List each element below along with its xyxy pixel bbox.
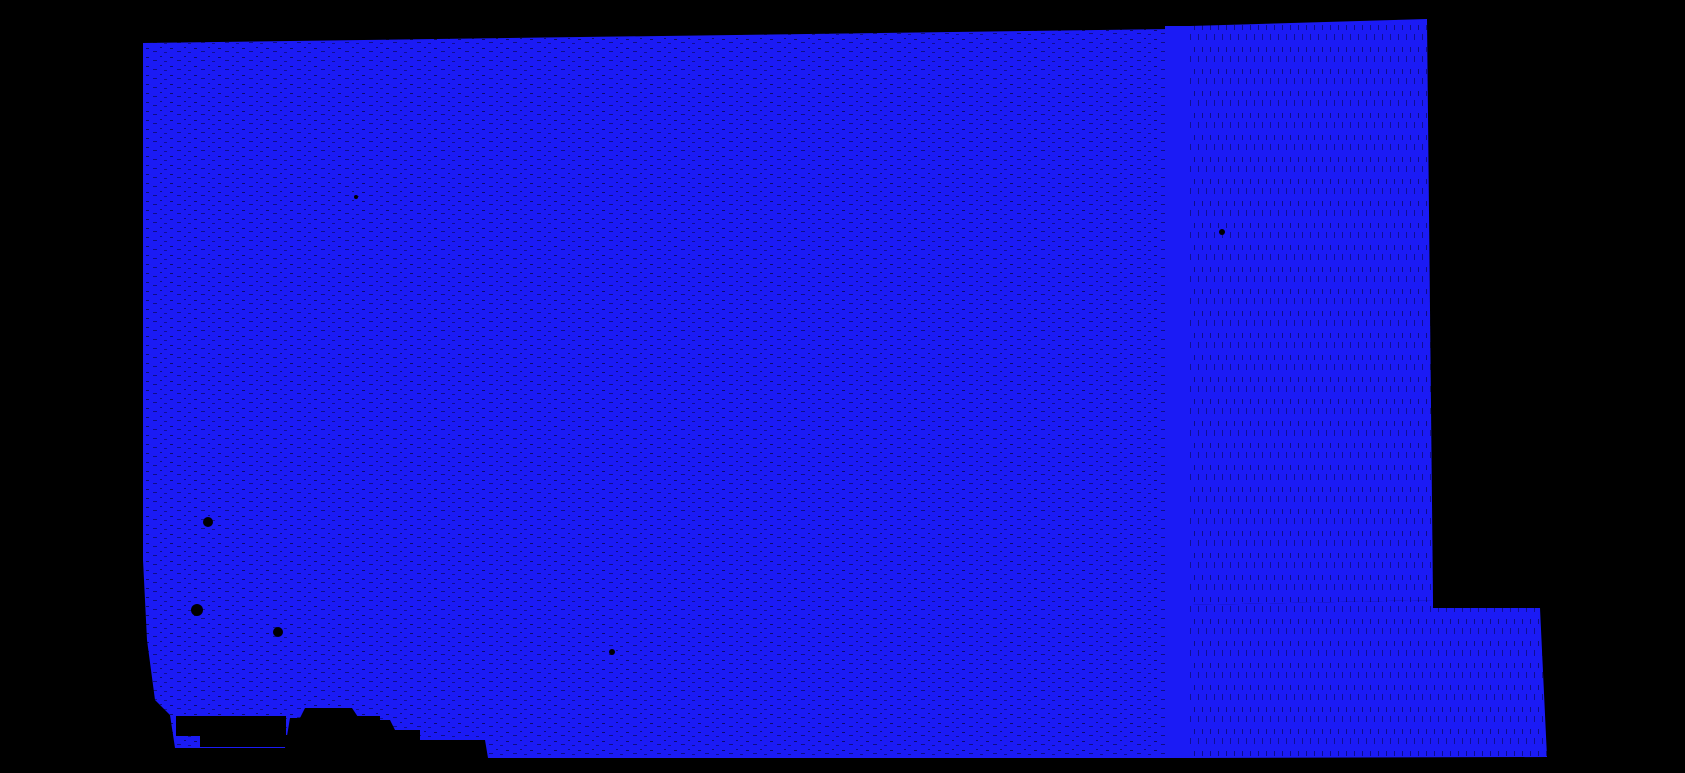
gap — [1219, 229, 1225, 235]
gap — [191, 604, 203, 616]
point-cloud-seam — [1165, 26, 1193, 758]
gap — [200, 735, 290, 747]
point-cloud-wall-right-upper — [1190, 19, 1433, 605]
gap — [203, 517, 213, 527]
gap — [609, 649, 615, 655]
gap — [354, 195, 358, 199]
gap — [273, 627, 283, 637]
gap — [310, 716, 380, 734]
point-cloud-wall-right-lower — [1190, 600, 1547, 758]
gap — [176, 716, 286, 736]
point-cloud-wall-main — [143, 29, 1173, 758]
